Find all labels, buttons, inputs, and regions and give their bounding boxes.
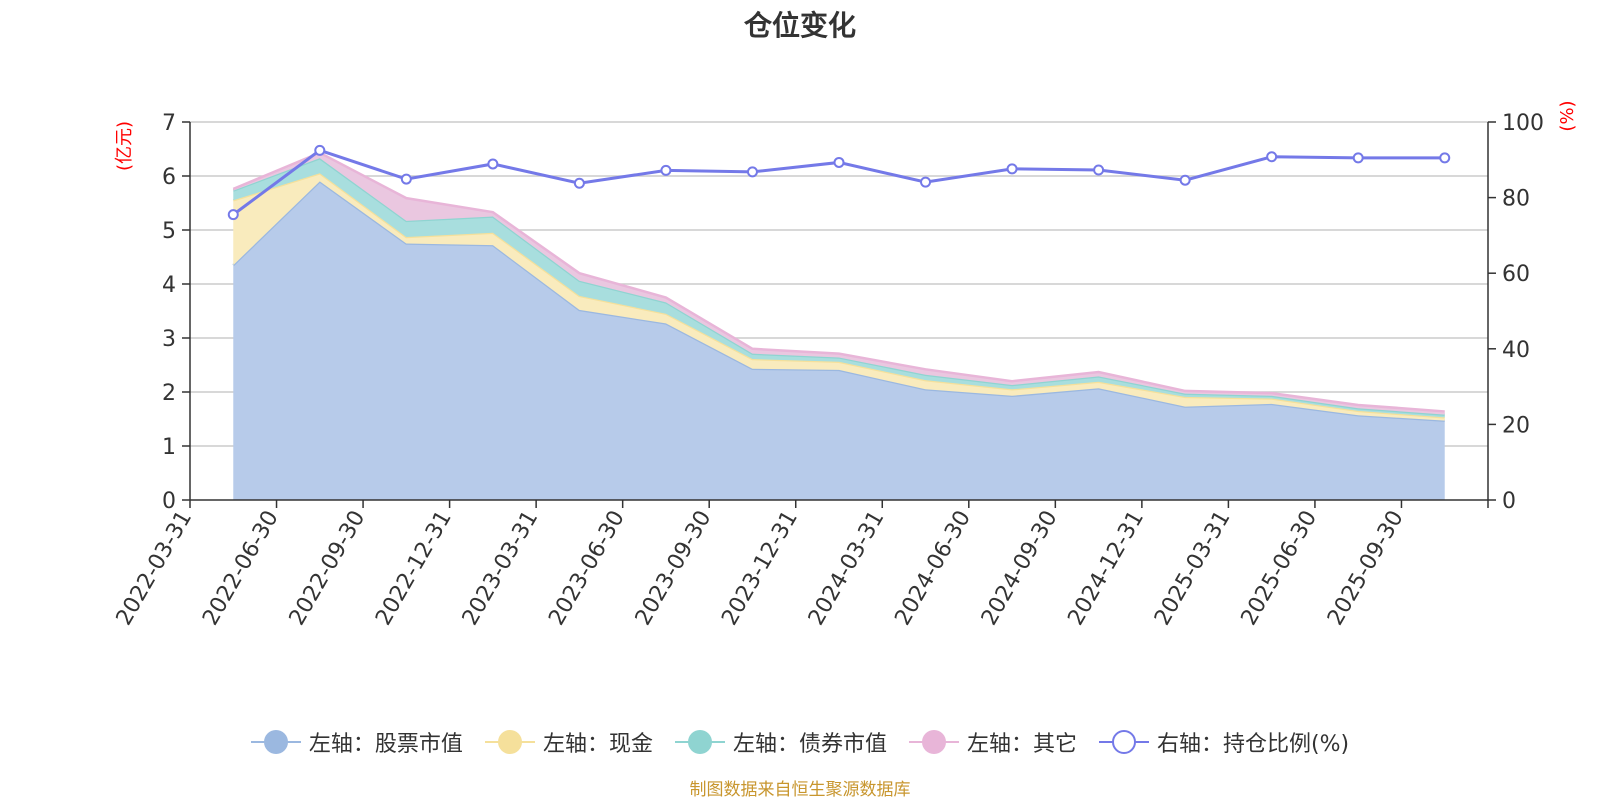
x-tick-label: 2022-06-30 [198,507,284,630]
y-right-tick-label: 100 [1502,111,1544,136]
y-left-tick-label: 5 [162,219,176,244]
x-tick-label: 2024-09-30 [977,507,1063,630]
x-tick-label: 2025-03-31 [1150,507,1236,630]
x-tick-label: 2023-09-30 [631,507,717,630]
ratio-point-4 [573,177,585,189]
ratio-point-14 [1439,152,1451,164]
legend-item-2[interactable]: 左轴：债券市值 [674,726,887,758]
legend-item-4[interactable]: 右轴：持仓比例(%) [1098,726,1350,758]
y-left-tick-label: 4 [162,273,176,298]
x-tick-label: 2024-06-30 [890,507,976,630]
y-left-tick-label: 0 [162,489,176,514]
x-tick-label: 2025-06-30 [1237,507,1323,630]
y-right-tick-label: 60 [1502,262,1530,287]
legend-swatch-icon [908,729,959,755]
legend-swatch-icon [1098,729,1149,755]
legend-item-3[interactable]: 左轴：其它 [908,726,1077,758]
y-left-tick-label: 1 [162,435,176,460]
x-tick-label: 2022-09-30 [285,507,371,630]
stacked-areas [232,151,1445,500]
ratio-line [227,144,1451,221]
x-tick-label: 2023-12-31 [717,507,803,630]
ratio-point-5 [660,164,672,176]
ratio-point-9 [1006,163,1018,175]
legend-label: 左轴：股票市值 [308,732,463,757]
legend: 左轴：股票市值 左轴：现金 左轴：债券市值 左轴：其它 右轴：持仓比例(%) [0,722,1600,762]
ratio-point-13 [1352,152,1364,164]
ratio-point-3 [487,158,499,170]
area-series-3 [233,152,1445,415]
ratio-point-0 [227,209,239,221]
y-left-tick-label: 6 [162,165,176,190]
legend-swatch-icon [484,729,535,755]
y-right-tick-label: 0 [1502,489,1516,514]
area-series-0 [233,181,1445,500]
y-left-tick-label: 7 [162,111,176,136]
legend-swatch-icon [250,729,301,755]
y-left-tick-label: 2 [162,381,176,406]
y-left-tick-label: 3 [162,327,176,352]
y-right-tick-label: 80 [1502,187,1530,212]
ratio-point-10 [1093,164,1105,176]
ratio-point-12 [1266,151,1278,163]
ratio-point-11 [1179,174,1191,186]
x-tick-label: 2024-12-31 [1063,507,1149,630]
x-tick-label: 2022-03-31 [112,507,198,630]
legend-item-1[interactable]: 左轴：现金 [484,726,653,758]
y-right-tick-label: 40 [1502,338,1530,363]
legend-item-0[interactable]: 左轴：股票市值 [250,726,463,758]
y-left-unit-label: (亿元) [114,121,135,171]
legend-label: 右轴：持仓比例(%) [1156,732,1350,757]
ratio-point-6 [746,166,758,178]
area-top-line-3 [232,151,1445,413]
ratio-point-8 [920,176,932,188]
legend-label: 左轴：债券市值 [732,732,887,757]
data-source-note: 制图数据来自恒生聚源数据库 [689,780,911,800]
legend-swatch-icon [674,729,725,755]
x-tick-label: 2025-09-30 [1323,507,1409,630]
x-tick-label: 2024-03-31 [804,507,890,630]
y-right-unit-label: (%) [1557,100,1578,131]
y-right-tick-label: 20 [1502,413,1530,438]
chart-title: 仓位变化 [743,9,856,42]
legend-label: 左轴：现金 [542,732,653,757]
legend-label: 左轴：其它 [966,732,1077,757]
x-tick-label: 2023-03-31 [458,507,544,630]
x-tick-label: 2023-06-30 [544,507,630,630]
ratio-point-1 [314,144,326,156]
x-tick-label: 2022-12-31 [371,506,457,629]
ratio-point-2 [400,173,412,185]
ratio-point-7 [833,156,845,168]
